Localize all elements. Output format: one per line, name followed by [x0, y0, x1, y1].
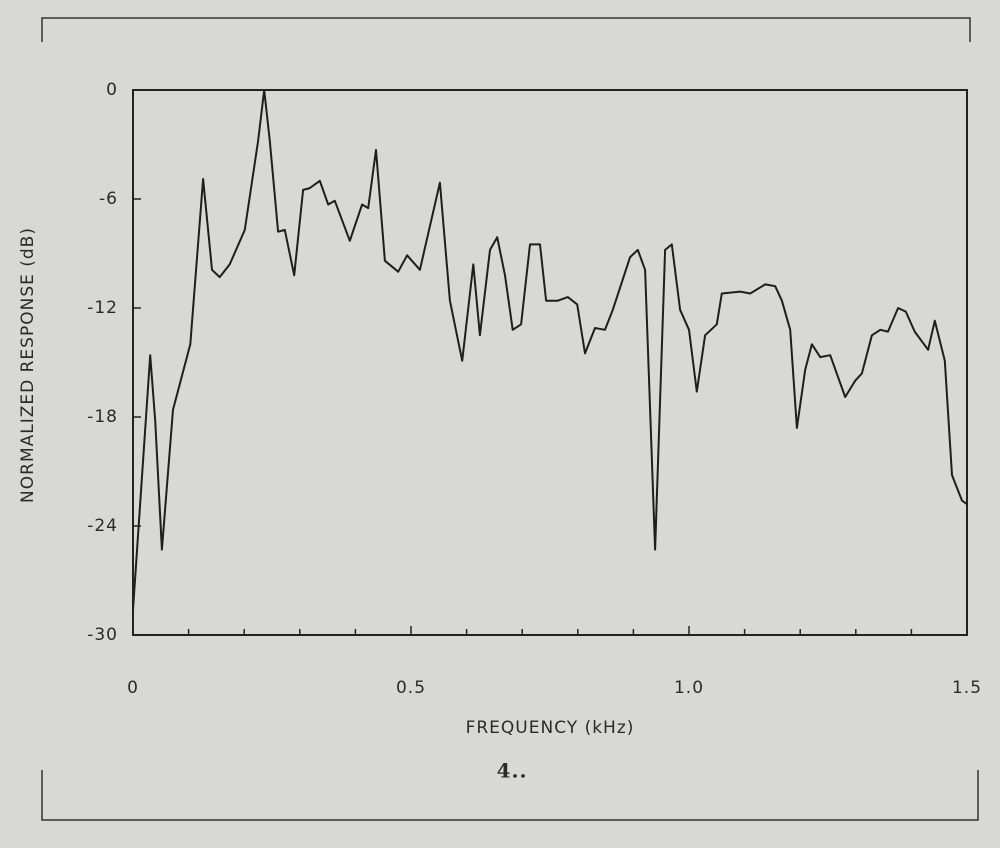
x-tick-label: 1.0 [674, 678, 704, 698]
y-axis-label: NORMALIZED RESPONSE (dB) [18, 227, 38, 503]
y-tick-label: -24 [87, 516, 118, 536]
y-tick-label: -18 [87, 407, 118, 427]
response-line [132, 89, 968, 610]
plot-frame [132, 89, 968, 636]
x-tick-label: 1.5 [952, 678, 982, 698]
y-tick-label: 0 [106, 80, 118, 100]
frame-bottom [41, 770, 979, 821]
y-tick-label: -6 [99, 189, 118, 209]
x-tick-label: 0.5 [396, 678, 426, 698]
y-tick-label: -12 [87, 298, 118, 318]
x-tick-label: 0 [127, 678, 139, 698]
caption: 4.. [497, 759, 528, 783]
frame-top [41, 17, 971, 42]
y-tick-label: -30 [87, 625, 118, 645]
page-frame [41, 17, 979, 821]
x-axis-label: FREQUENCY (kHz) [466, 718, 635, 738]
